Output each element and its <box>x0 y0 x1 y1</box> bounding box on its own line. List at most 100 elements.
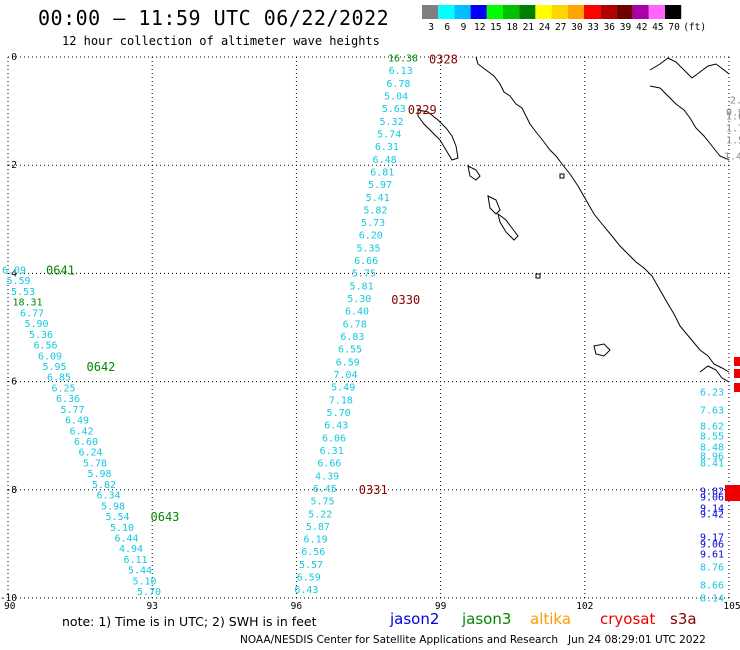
wave-height-label: 1.7 <box>726 124 740 135</box>
wave-height-label: 7.18 <box>329 395 353 406</box>
wave-height-label: 6.06 <box>322 433 346 444</box>
legend-unit: (ft) <box>683 22 706 33</box>
wave-height-label: 6.36 <box>56 394 80 405</box>
legend-swatch <box>600 5 617 19</box>
legend-swatch <box>503 5 520 19</box>
wave-height-label: 4.39 <box>315 471 339 482</box>
clipped-label-fragment <box>725 485 740 494</box>
legend-jason2: jason2 <box>390 610 440 628</box>
wave-height-label: 6.77 <box>20 308 44 319</box>
wave-height-label: 6.25 <box>51 383 75 394</box>
wave-height-label: 8.14 <box>700 594 724 605</box>
legend-bin-label: 6 <box>444 22 450 33</box>
legend-swatch <box>665 5 682 19</box>
pass-time-label: 0329 <box>408 103 437 117</box>
sumatra-coast <box>475 56 730 373</box>
wave-height-label: 6.34 <box>96 491 120 502</box>
wave-height-map: 90 93 96 99 102 1050-2-4-6-8-106.095.595.5318… <box>0 52 740 610</box>
lat-tick-label: -10 <box>0 593 17 604</box>
wave-height-label: 9.06 <box>700 540 724 551</box>
wave-height-label: 8.96 <box>700 452 724 463</box>
pass-time-label: 0328 <box>429 53 458 67</box>
wave-height-label: 6.13 <box>389 66 413 77</box>
altimeter-track: 16.386.136.785.045.635.325.746.316.486.8… <box>294 53 458 597</box>
wave-height-label: 6.40 <box>345 307 369 318</box>
wave-height-label: 5.41 <box>366 193 390 204</box>
legend-bin-label: 18 <box>506 22 518 33</box>
legend-swatch <box>519 5 536 19</box>
note-text: note: 1) Time is in UTC; 2) SWH is in fe… <box>62 614 317 629</box>
wave-height-label: 6.43 <box>294 585 318 596</box>
lon-tick-label: 93 <box>146 601 157 610</box>
wave-height-label: 6.11 <box>123 555 147 566</box>
legend-swatch <box>454 5 471 19</box>
wave-height-label: 6.81 <box>370 167 394 178</box>
wave-height-label: 5.49 <box>331 383 355 394</box>
wave-height-label: 5.70 <box>137 587 161 598</box>
wave-height-label: 6.60 <box>74 437 98 448</box>
wave-height-label: 5.10 <box>110 523 134 534</box>
lat-tick-label: -4 <box>6 268 18 279</box>
wave-height-label: 6.09 <box>2 266 26 277</box>
lat-tick-label: -8 <box>6 485 18 496</box>
wave-height-label: 5.10 <box>132 576 156 587</box>
legend-bin-label: 42 <box>636 22 647 33</box>
wave-height-label: 6.78 <box>343 319 367 330</box>
wave-height-label: 5.77 <box>60 405 84 416</box>
wave-height-label: 6.42 <box>69 426 93 437</box>
legend-bin-label: 30 <box>571 22 583 33</box>
wave-height-label: 2.1 <box>730 96 740 107</box>
lon-tick-label: 96 <box>291 601 303 610</box>
simeulue-island <box>417 109 459 161</box>
lon-tick-label: 99 <box>435 601 447 610</box>
wave-height-label: 7.63 <box>700 406 724 417</box>
legend-bin-label: 3 <box>428 22 434 33</box>
legend-bin-label: 33 <box>587 22 598 33</box>
wave-height-label: 9.82 <box>700 487 724 498</box>
wave-height-label: 8.55 <box>700 432 724 443</box>
java-coast <box>699 365 730 383</box>
batu-island <box>487 195 501 215</box>
wave-height-label: 8.41 <box>700 459 724 470</box>
wave-height-label: 5.35 <box>356 243 380 254</box>
altimeter-track: 6.237.638.628.558.488.968.419.829.069.14… <box>700 388 724 605</box>
wave-height-label: 6.09 <box>38 351 62 362</box>
lon-tick-label: 102 <box>576 601 593 610</box>
wave-height-label: 6.59 <box>297 573 321 584</box>
wave-height-label: 18.31 <box>12 298 42 309</box>
lat-tick-label: -2 <box>6 160 17 171</box>
lat-tick-label: -6 <box>6 377 18 388</box>
clipped-label-fragment <box>734 369 740 378</box>
legend-bin-label: 12 <box>474 22 485 33</box>
pass-time-label: 0643 <box>151 510 180 524</box>
credit-line: NOAA/NESDIS Center for Satellite Applica… <box>240 634 706 646</box>
wave-height-label: 5.75 <box>352 269 376 280</box>
legend-swatch <box>535 5 552 19</box>
wave-height-label: 6.19 <box>304 535 328 546</box>
graticule: 90 93 96 99 102 105 0 -2 -4 -6 -8 -10 <box>0 52 740 610</box>
legend-swatch <box>616 5 633 19</box>
legend-swatch <box>567 5 584 19</box>
legend-swatch <box>486 5 503 19</box>
pass-time-label: 0642 <box>87 360 116 374</box>
legend-bin-label: 39 <box>620 22 632 33</box>
wave-height-label: 5.82 <box>92 480 116 491</box>
wave-height-label: 9.14 <box>700 504 724 515</box>
pass-time-label: 0330 <box>391 293 420 307</box>
legend-swatch <box>422 5 439 19</box>
legend-swatch <box>584 5 601 19</box>
wave-height-label: 7.04 <box>333 370 357 381</box>
pass-time-label: 0641 <box>46 264 75 278</box>
legend-bin-label: 21 <box>523 22 535 33</box>
clipped-label-fragment <box>734 357 740 366</box>
map-title: 00:00 – 11:59 UTC 06/22/2022 <box>38 6 390 30</box>
clipped-label-fragment <box>734 383 740 392</box>
wave-height-label: 5.87 <box>306 522 330 533</box>
legend-bin-label: 15 <box>490 22 501 33</box>
pass-time-label: 0331 <box>359 483 388 497</box>
edge-fragments <box>725 357 740 501</box>
wave-height-label: 5.54 <box>105 512 129 523</box>
wave-height-label: 6.24 <box>78 448 102 459</box>
wave-height-label: 5.97 <box>368 180 392 191</box>
wave-height-label: 6.78 <box>386 79 410 90</box>
